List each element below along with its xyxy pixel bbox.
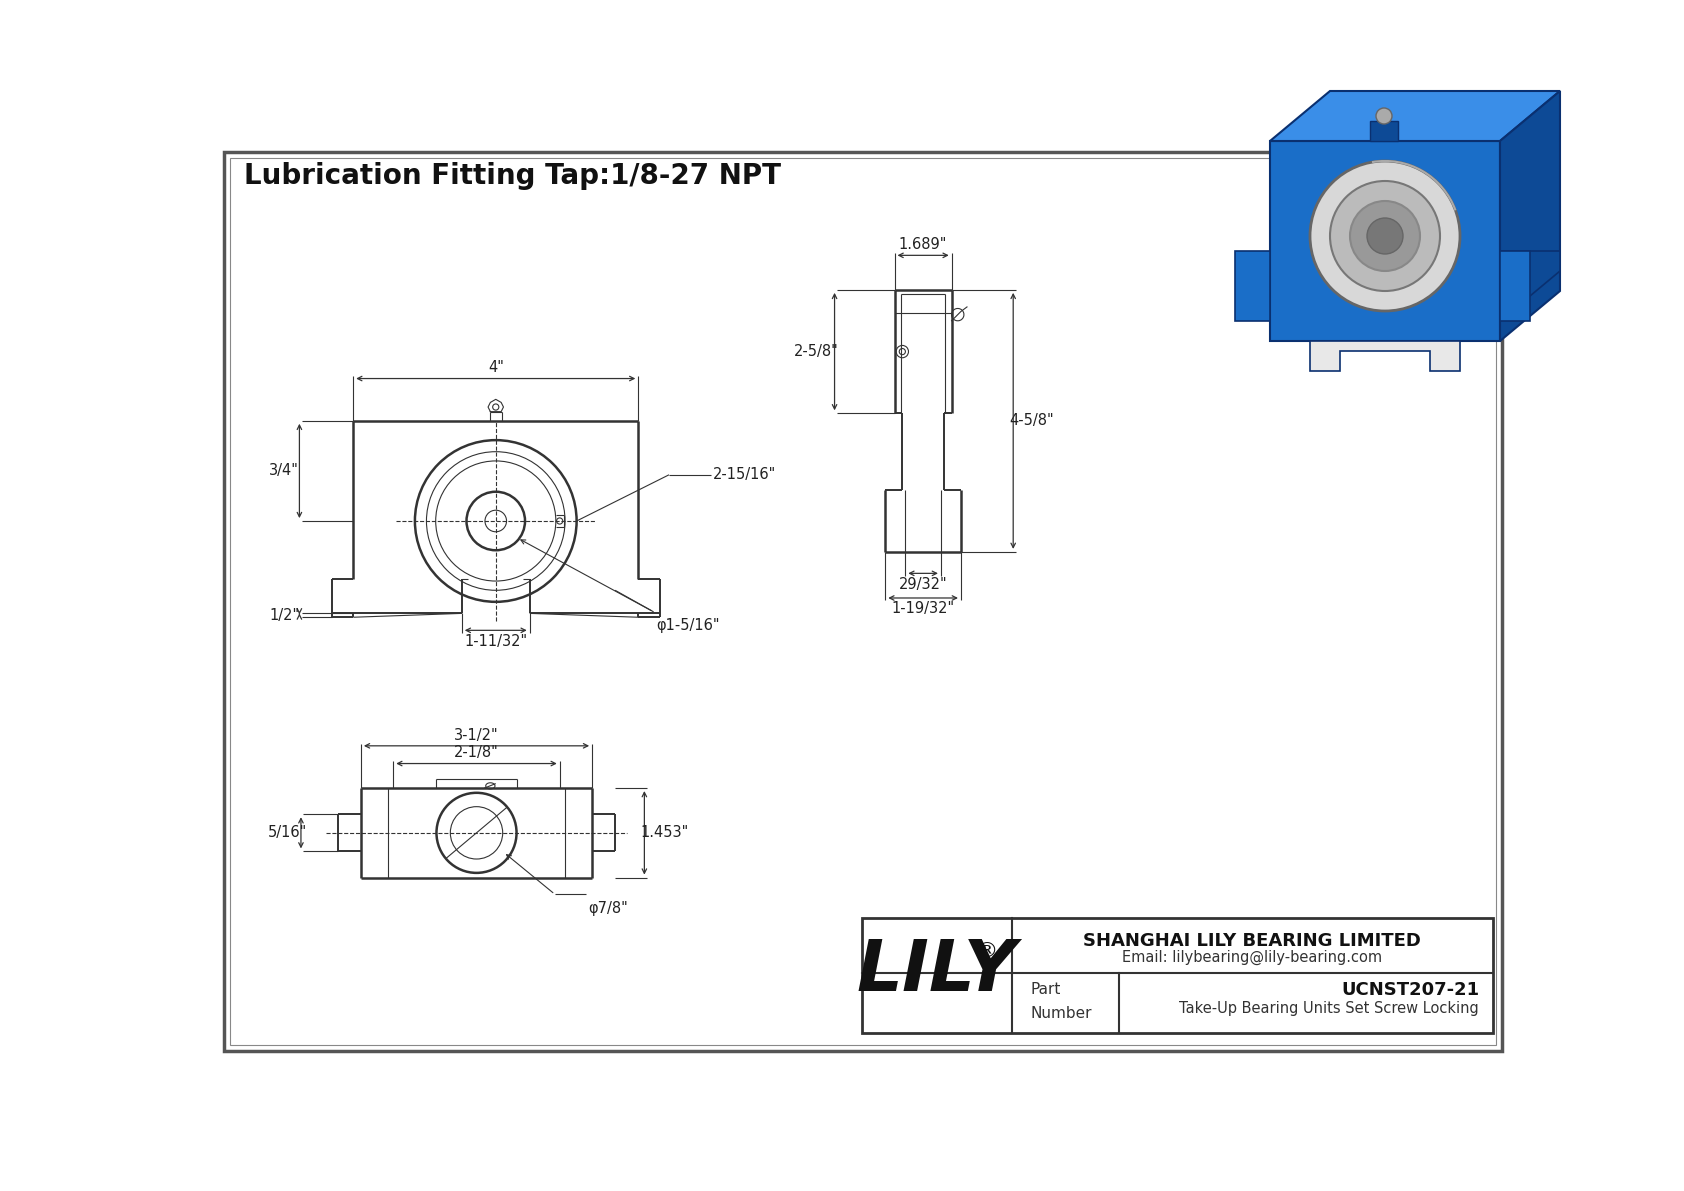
Text: φ1-5/16": φ1-5/16" [657, 618, 719, 632]
Text: 5/16": 5/16" [268, 825, 306, 841]
Text: SHANGHAI LILY BEARING LIMITED: SHANGHAI LILY BEARING LIMITED [1083, 931, 1421, 949]
Text: 2-15/16": 2-15/16" [712, 467, 776, 482]
Text: 1-19/32": 1-19/32" [891, 601, 955, 616]
Text: ®: ® [975, 941, 999, 961]
Text: LILY: LILY [855, 937, 1015, 1006]
Bar [862, 917, 1494, 1033]
Text: 1-11/32": 1-11/32" [465, 634, 527, 649]
Polygon shape [1500, 91, 1559, 341]
Text: 1/2": 1/2" [269, 607, 300, 623]
Text: 3/4": 3/4" [269, 463, 300, 479]
Circle shape [1376, 108, 1393, 124]
Polygon shape [1234, 251, 1270, 322]
Circle shape [1367, 218, 1403, 254]
Text: 2-1/8": 2-1/8" [455, 746, 498, 760]
Circle shape [1330, 181, 1440, 291]
Text: 2-5/8": 2-5/8" [793, 344, 839, 360]
Text: Take-Up Bearing Units Set Screw Locking: Take-Up Bearing Units Set Screw Locking [1179, 1000, 1479, 1016]
Text: Part
Number: Part Number [1031, 981, 1093, 1021]
Circle shape [1351, 201, 1420, 272]
Text: 4-5/8": 4-5/8" [1009, 413, 1054, 429]
Polygon shape [1270, 141, 1500, 341]
Bar [1371, 121, 1398, 141]
Text: 3-1/2": 3-1/2" [455, 728, 498, 742]
Polygon shape [1270, 91, 1559, 141]
Text: 1.453": 1.453" [640, 825, 689, 841]
Text: Email: lilybearing@lily-bearing.com: Email: lilybearing@lily-bearing.com [1122, 950, 1383, 965]
Text: φ7/8": φ7/8" [588, 900, 628, 916]
Text: 29/32": 29/32" [899, 576, 948, 592]
Text: UCNST207-21: UCNST207-21 [1340, 981, 1479, 999]
Text: 4": 4" [488, 360, 504, 375]
Polygon shape [1500, 251, 1531, 322]
Circle shape [1310, 161, 1460, 311]
Polygon shape [1500, 251, 1559, 322]
Text: Lubrication Fitting Tap:1/8-27 NPT: Lubrication Fitting Tap:1/8-27 NPT [244, 162, 781, 191]
Polygon shape [1310, 341, 1460, 372]
Text: 1.689": 1.689" [899, 237, 948, 252]
